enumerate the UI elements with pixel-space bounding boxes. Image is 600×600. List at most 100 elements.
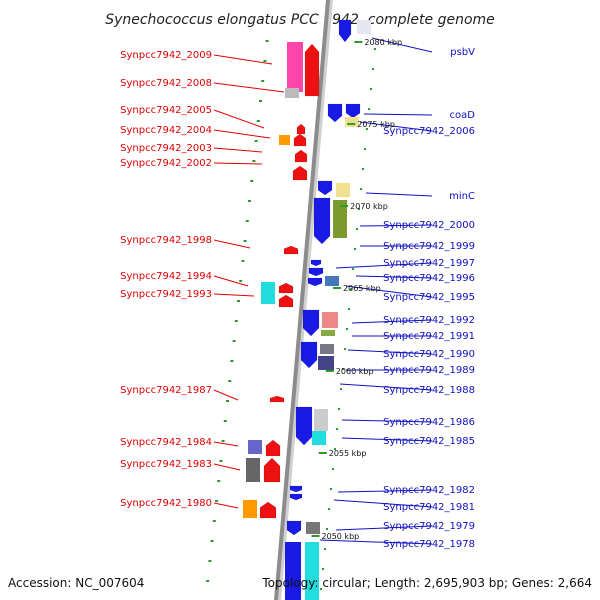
gene-label-left[interactable]: Synpcc7942_2002 [120,158,212,169]
annotation-box-olive [333,200,347,238]
gene-label-right[interactable]: Synpcc7942_1978 [383,539,475,550]
kbp-marker-layer: 2080 kbp 2075 kbp 2070 kbp 2065 kbp 2060 kbp… [311,38,402,541]
gene-label-right[interactable]: Synpcc7942_1979 [383,521,475,532]
leader-line [213,54,273,65]
gene-1997[interactable] [310,259,322,267]
label-leader-lines [213,37,433,545]
gene-label-right[interactable]: Synpcc7942_1997 [383,258,475,269]
gene-1984-shape [265,439,281,457]
gene-label-right[interactable]: Synpcc7942_1981 [383,502,475,513]
gene-coaD[interactable] [327,103,343,123]
leader-line [339,383,433,391]
gene-label-left[interactable]: Synpcc7942_2004 [120,125,212,136]
gene-label-left[interactable]: Synpcc7942_2008 [120,78,212,89]
gene-label-right[interactable]: Synpcc7942_2000 [383,220,475,231]
gene-label-right[interactable]: coaD [450,110,476,121]
gene-label-right[interactable]: Synpcc7942_2006 [383,126,475,137]
gene-label-right[interactable]: minC [449,191,475,202]
gene-label-right[interactable]: Synpcc7942_1996 [383,273,475,284]
track-tick [338,408,340,410]
track-tick [217,480,221,482]
gene-label-left[interactable]: Synpcc7942_2003 [120,143,212,154]
gene-1995[interactable] [307,277,323,287]
leader-line [337,489,433,493]
leader-line [213,162,263,165]
gene-2002[interactable] [292,165,308,181]
kbp-marker: 2065 kbp [343,284,381,293]
annotation-box [246,458,260,482]
gene-1993[interactable] [278,294,294,308]
gene-1990[interactable] [300,341,318,369]
gene-1996[interactable] [308,267,324,277]
gene-label-right[interactable]: Synpcc7942_1986 [383,417,475,428]
gene-1984[interactable] [265,439,281,457]
genome-backbone [274,0,333,600]
gene-1993-shape [278,294,294,308]
gene-label-left[interactable]: Synpcc7942_1980 [120,498,212,509]
gene-2000[interactable] [313,197,331,245]
gene-2003[interactable] [294,149,308,163]
annotation-box [357,20,371,34]
track-tick [243,240,247,242]
right-gene-labels: psbV coaD Synpcc7942_2006 minC Synpcc7942_20… [383,47,475,550]
gene-label-right[interactable]: Synpcc7942_1985 [383,436,475,447]
gene-label-right[interactable]: Synpcc7942_1999 [383,241,475,252]
gene-layer [243,19,371,600]
annotation-box [321,330,335,336]
gene-1987[interactable] [269,395,285,403]
leader-line [365,192,433,197]
gene-label-right[interactable]: Synpcc7942_1995 [383,292,475,303]
gene-2005[interactable] [296,123,306,135]
gene-2009-shape [304,43,320,97]
gene-1992[interactable] [302,309,320,337]
gene-label-left[interactable]: Synpcc7942_1993 [120,289,212,300]
gene-label-right[interactable]: Synpcc7942_1982 [383,485,475,496]
gene-label-left[interactable]: Synpcc7942_1994 [120,271,212,282]
gene-label-left[interactable]: Synpcc7942_1983 [120,459,212,470]
gene-label-left[interactable]: Synpcc7942_2005 [120,105,212,116]
gene-label-left[interactable]: Synpcc7942_1998 [120,235,212,246]
track-tick [366,128,368,130]
gene-label-right[interactable]: Synpcc7942_1989 [383,365,475,376]
gene-2004-shape [293,133,307,147]
gene-1982[interactable] [289,485,303,493]
gene-1981[interactable] [289,493,303,501]
gene-1994[interactable] [278,282,294,294]
leader-line [359,121,433,132]
annotation-box [345,117,359,127]
gene-label-right[interactable]: Synpcc7942_1992 [383,315,475,326]
gene-1983[interactable] [263,457,281,483]
annotation-box-cyan [261,282,275,304]
gene-label-left[interactable]: Synpcc7942_2009 [120,50,212,61]
gene-label-right[interactable]: psbV [450,47,475,58]
gene-1979-shape [286,520,302,536]
gene-1979[interactable] [286,520,302,536]
gene-2009[interactable] [304,43,320,97]
genome-title: Synechococcus elongatus PCC 7942, comple… [105,12,495,28]
gene-2004[interactable] [293,133,307,147]
gene-label-left[interactable]: Synpcc7942_1987 [120,385,212,396]
track-tick [239,280,243,282]
gene-1998-shape [283,245,299,255]
leader-line [347,349,433,355]
annotation-box [322,312,338,328]
gene-label-left[interactable]: Synpcc7942_1984 [120,437,212,448]
gene-1998[interactable] [283,245,299,255]
leader-line [213,129,271,139]
track-tick [346,328,348,330]
gene-2002-shape [292,165,308,181]
gene-1987-shape [269,395,285,403]
gene-1980[interactable] [259,501,277,519]
kbp-marker: 2055 kbp [329,449,367,458]
gene-1986[interactable] [295,406,313,446]
track-tick [237,300,240,302]
gene-label-right[interactable]: Synpcc7942_1990 [383,349,475,360]
gene-label-right[interactable]: Synpcc7942_1991 [383,331,475,342]
leader-line [213,275,249,287]
accession-text: Accession: NC_007604 [8,576,144,590]
gene-psbV[interactable] [338,19,352,43]
track-tick [332,468,334,470]
gene-label-right[interactable]: Synpcc7942_1988 [383,385,475,396]
gene-2006[interactable] [345,103,361,119]
gene-minC[interactable] [317,180,333,196]
